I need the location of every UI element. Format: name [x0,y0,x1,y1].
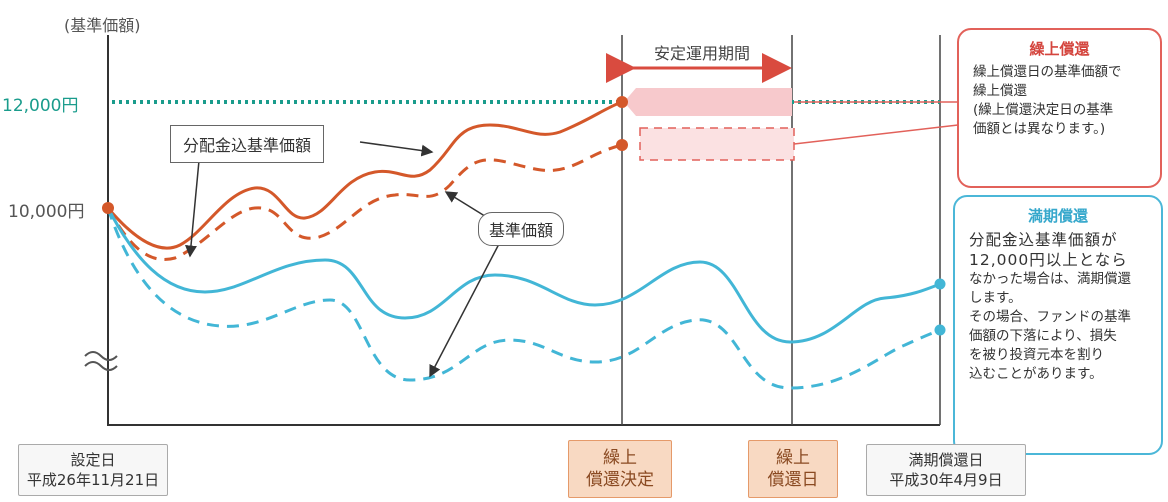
early-redemption-line: 価額とは異なります。) [973,121,1106,137]
early-redemption-line: 繰上償還日の基準価額で [973,64,1122,80]
setup-date-label: 設定日 [70,451,116,469]
lower-band [639,127,795,161]
decision-line2: 償還決定 [586,470,654,490]
setup-date-box: 設定日 平成26年11月21日 [18,444,168,496]
redemption-line1: 繰上 [776,448,810,468]
maturity-line: します。 [969,290,1022,306]
maturity-line: を被り投資元本を割り [969,347,1104,363]
axis-break-icon [84,351,118,371]
maturity-date-box: 満期償還日 平成30年4月9日 [866,444,1026,496]
callout-arrow-nav-1 [444,191,489,219]
maturity-line: その場合、ファンドの基準 [969,309,1131,325]
decision-line1: 繰上 [603,448,637,468]
maturity-point-reinvested [934,278,946,290]
reinvested-nav-callout: 分配金込基準価額 [170,125,325,163]
note-pointer-lower [793,124,959,145]
early-redemption-line: 繰上償還 [973,83,1027,99]
early-redemption-note: 繰上償還 繰上償還日の基準価額で 繰上償還 (繰上償還決定日の基準 価額とは異な… [957,28,1162,188]
callout-arrow-nav-2 [429,241,501,378]
upper-band [624,88,792,116]
redemption-date-box: 繰上 償還日 [748,440,838,498]
level-initial-label: 10,000円 [8,202,85,222]
nav-blue-line-projected [106,207,941,390]
maturity-redemption-note: 満期償還 分配金込基準価額が 12,000円以上となら なかった場合は、満期償還… [953,195,1163,455]
start-point [102,202,114,214]
target-hit-point [616,96,628,108]
nav-decision-point [616,139,628,151]
maturity-line: 価額の下落により、損失 [969,328,1117,344]
callout-arrow-reinvested-1 [359,141,434,157]
decision-date-box: 繰上 償還決定 [568,440,672,498]
maturity-date-label: 満期償還日 [908,451,984,469]
callout-arrow-reinvested-2 [185,149,201,258]
maturity-date-value: 平成30年4月9日 [889,471,1003,489]
y-axis-label: (基準価額) [64,16,141,35]
maturity-redemption-title: 満期償還 [1027,207,1088,225]
maturity-line: なかった場合は、満期償還 [969,271,1131,287]
redemption-line2: 償還日 [767,470,819,490]
nav-callout: 基準価額 [478,212,565,246]
nav-line-projected [106,143,623,261]
setup-date-value: 平成26年11月21日 [26,471,160,489]
period-label: 安定運用期間 [650,40,755,64]
reinvested-nav-line [106,100,623,250]
maturity-lead-line: 分配金込基準価額が [969,231,1118,249]
nav-blue-line [106,207,941,344]
maturity-lead-line: 12,000円以上となら [969,251,1128,269]
maturity-line: 込むことがあります。 [969,366,1103,382]
level-upper-label: 12,000円 [2,96,79,116]
early-redemption-line: (繰上償還決定日の基準 [973,102,1114,118]
early-redemption-title: 繰上償還 [1029,40,1090,58]
maturity-point-nav [934,324,946,336]
